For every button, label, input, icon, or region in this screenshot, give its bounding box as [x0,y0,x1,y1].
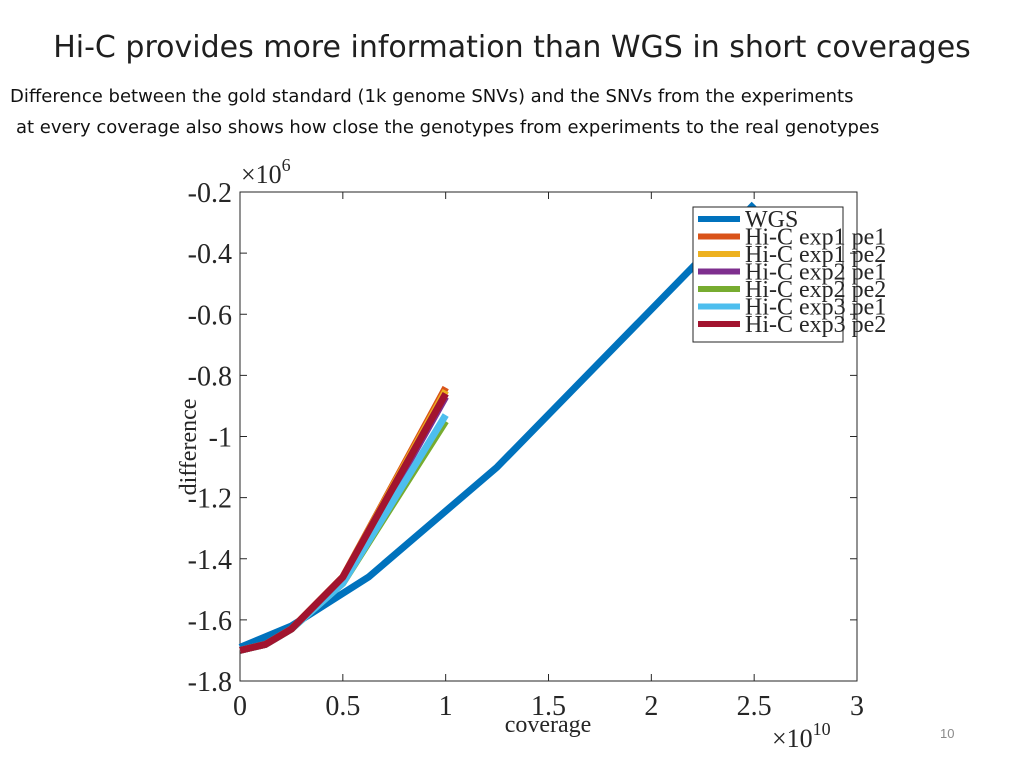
x-tick-label: 1 [439,691,453,722]
y-tick-label: -1.8 [188,667,232,698]
y-tick-label: -0.4 [188,239,232,270]
subtitle-line-1: Difference between the gold standard (1k… [10,86,854,107]
legend-label-hi-c-exp3-pe2: Hi-C exp3 pe2 [745,312,886,338]
x-tick-label: 0.5 [325,691,360,722]
y-tick-label: -1.4 [188,545,232,576]
legend-label-hi-c-exp2-pe1: Hi-C exp2 pe1 [745,260,886,286]
legend-label-hi-c-exp1-pe1: Hi-C exp1 pe1 [745,225,886,251]
y-tick-label: -0.2 [188,178,232,209]
x-tick-label: 1.5 [531,691,566,722]
y-tick-label: -0.6 [188,300,232,331]
x-tick-label: 3 [850,691,864,722]
series-line-hi-c-exp3-pe2 [239,391,449,654]
x-multiplier: ×1010 [772,719,831,753]
legend-label-hi-c-exp3-pe1: Hi-C exp3 pe1 [745,295,886,321]
x-tick-label: 2.5 [737,691,772,722]
slide-title: Hi-C provides more information than WGS … [53,30,971,65]
y-tick-label: -0.8 [188,361,232,392]
y-multiplier-exponent: 6 [282,155,291,175]
y-axis-label: difference [176,399,202,496]
legend-label-hi-c-exp1-pe2: Hi-C exp1 pe2 [745,242,886,268]
x-tick-label: 0 [233,691,247,722]
y-tick-label: -1 [209,423,232,454]
x-axis-label: coverage [505,712,592,738]
x-tick-label: 2 [644,691,658,722]
y-multiplier: ×106 [241,155,291,189]
legend-label-wgs: WGS [745,207,798,233]
x-multiplier-exponent: 10 [813,719,831,739]
series-line-wgs [238,201,757,651]
axis-ticks: 0 0.5 1 1.5 2 2.5 3 -1.8 -1.6 -1.4 -1.2 -1 -0.8 -0.6 -… [188,178,864,722]
series-layer [238,201,757,654]
subtitle-line-2: at every coverage also shows how close t… [16,117,880,138]
legend-label-hi-c-exp2-pe2: Hi-C exp2 pe2 [745,277,886,303]
page-number: 10 [940,726,955,741]
y-tick-label: -1.6 [188,606,232,637]
y-tick-label: -1.2 [188,484,232,515]
